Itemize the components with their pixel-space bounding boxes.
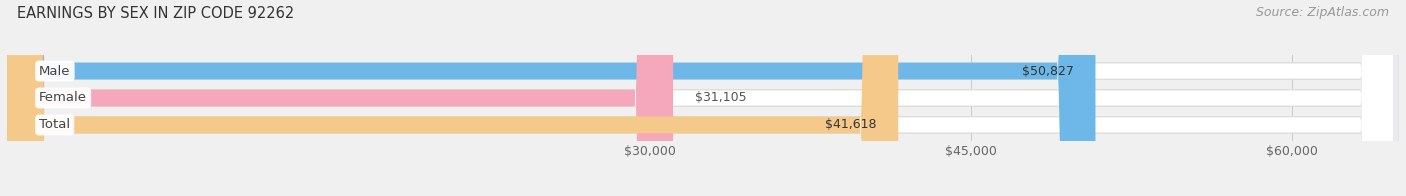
FancyBboxPatch shape xyxy=(14,0,1392,196)
Text: Male: Male xyxy=(39,64,70,78)
Text: $50,827: $50,827 xyxy=(1022,64,1074,78)
Text: $41,618: $41,618 xyxy=(825,118,877,132)
FancyBboxPatch shape xyxy=(7,0,673,196)
Text: Total: Total xyxy=(39,118,70,132)
Text: Female: Female xyxy=(39,92,87,104)
Text: EARNINGS BY SEX IN ZIP CODE 92262: EARNINGS BY SEX IN ZIP CODE 92262 xyxy=(17,6,294,21)
FancyBboxPatch shape xyxy=(14,0,1392,196)
FancyBboxPatch shape xyxy=(7,0,898,196)
FancyBboxPatch shape xyxy=(7,0,1399,196)
FancyBboxPatch shape xyxy=(14,0,1392,196)
Text: $31,105: $31,105 xyxy=(695,92,747,104)
FancyBboxPatch shape xyxy=(7,0,1399,196)
Text: Source: ZipAtlas.com: Source: ZipAtlas.com xyxy=(1256,6,1389,19)
FancyBboxPatch shape xyxy=(7,0,1095,196)
FancyBboxPatch shape xyxy=(7,0,1399,196)
